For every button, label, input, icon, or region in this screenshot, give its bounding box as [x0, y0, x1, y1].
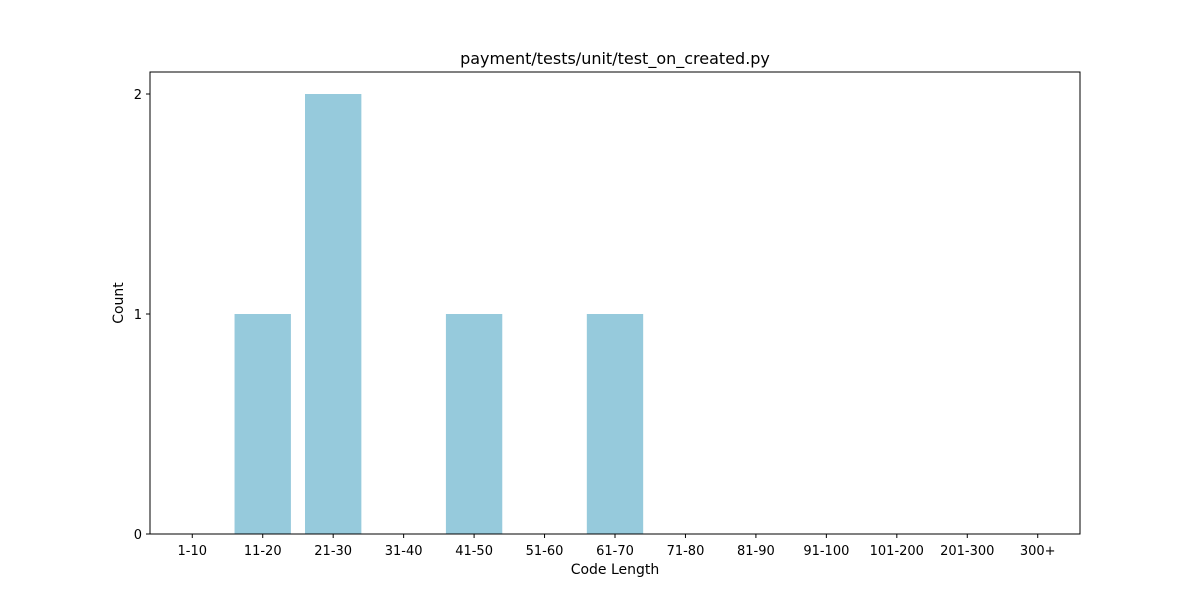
y-axis: 0 1 2: [134, 88, 150, 543]
y-tick-label: 1: [134, 308, 142, 323]
x-tick-label: 41-50: [455, 544, 493, 559]
x-tick-label: 21-30: [314, 544, 352, 559]
bar-11-20: [234, 314, 291, 534]
x-tick-label: 61-70: [596, 544, 634, 559]
x-tick-label: 300+: [1020, 544, 1056, 559]
y-axis-label: Count: [111, 282, 127, 324]
plot-frame: [149, 71, 1081, 535]
bars-layer: [234, 94, 644, 534]
x-tick-label: 11-20: [244, 544, 282, 559]
x-tick-label: 51-60: [526, 544, 564, 559]
x-tick-label: 101-200: [870, 544, 924, 559]
bar-41-50: [445, 314, 503, 534]
x-tick-label: 1-10: [178, 544, 208, 559]
x-tick-label: 201-300: [940, 544, 994, 559]
x-tick-label: 31-40: [385, 544, 423, 559]
x-axis-label: Code Length: [571, 562, 660, 578]
bar-61-70: [586, 314, 644, 534]
x-axis: 1-10 11-20 21-30 31-40 41-50 51-60 61-70 71-80 8…: [178, 534, 1056, 559]
x-tick-label: 71-80: [667, 544, 705, 559]
chart-title: payment/tests/unit/test_on_created.py: [460, 49, 770, 69]
y-tick-label: 2: [134, 88, 142, 103]
y-tick-label: 0: [134, 528, 142, 543]
x-tick-label: 91-100: [803, 544, 849, 559]
bar-21-30: [305, 94, 362, 534]
x-tick-label: 81-90: [737, 544, 775, 559]
